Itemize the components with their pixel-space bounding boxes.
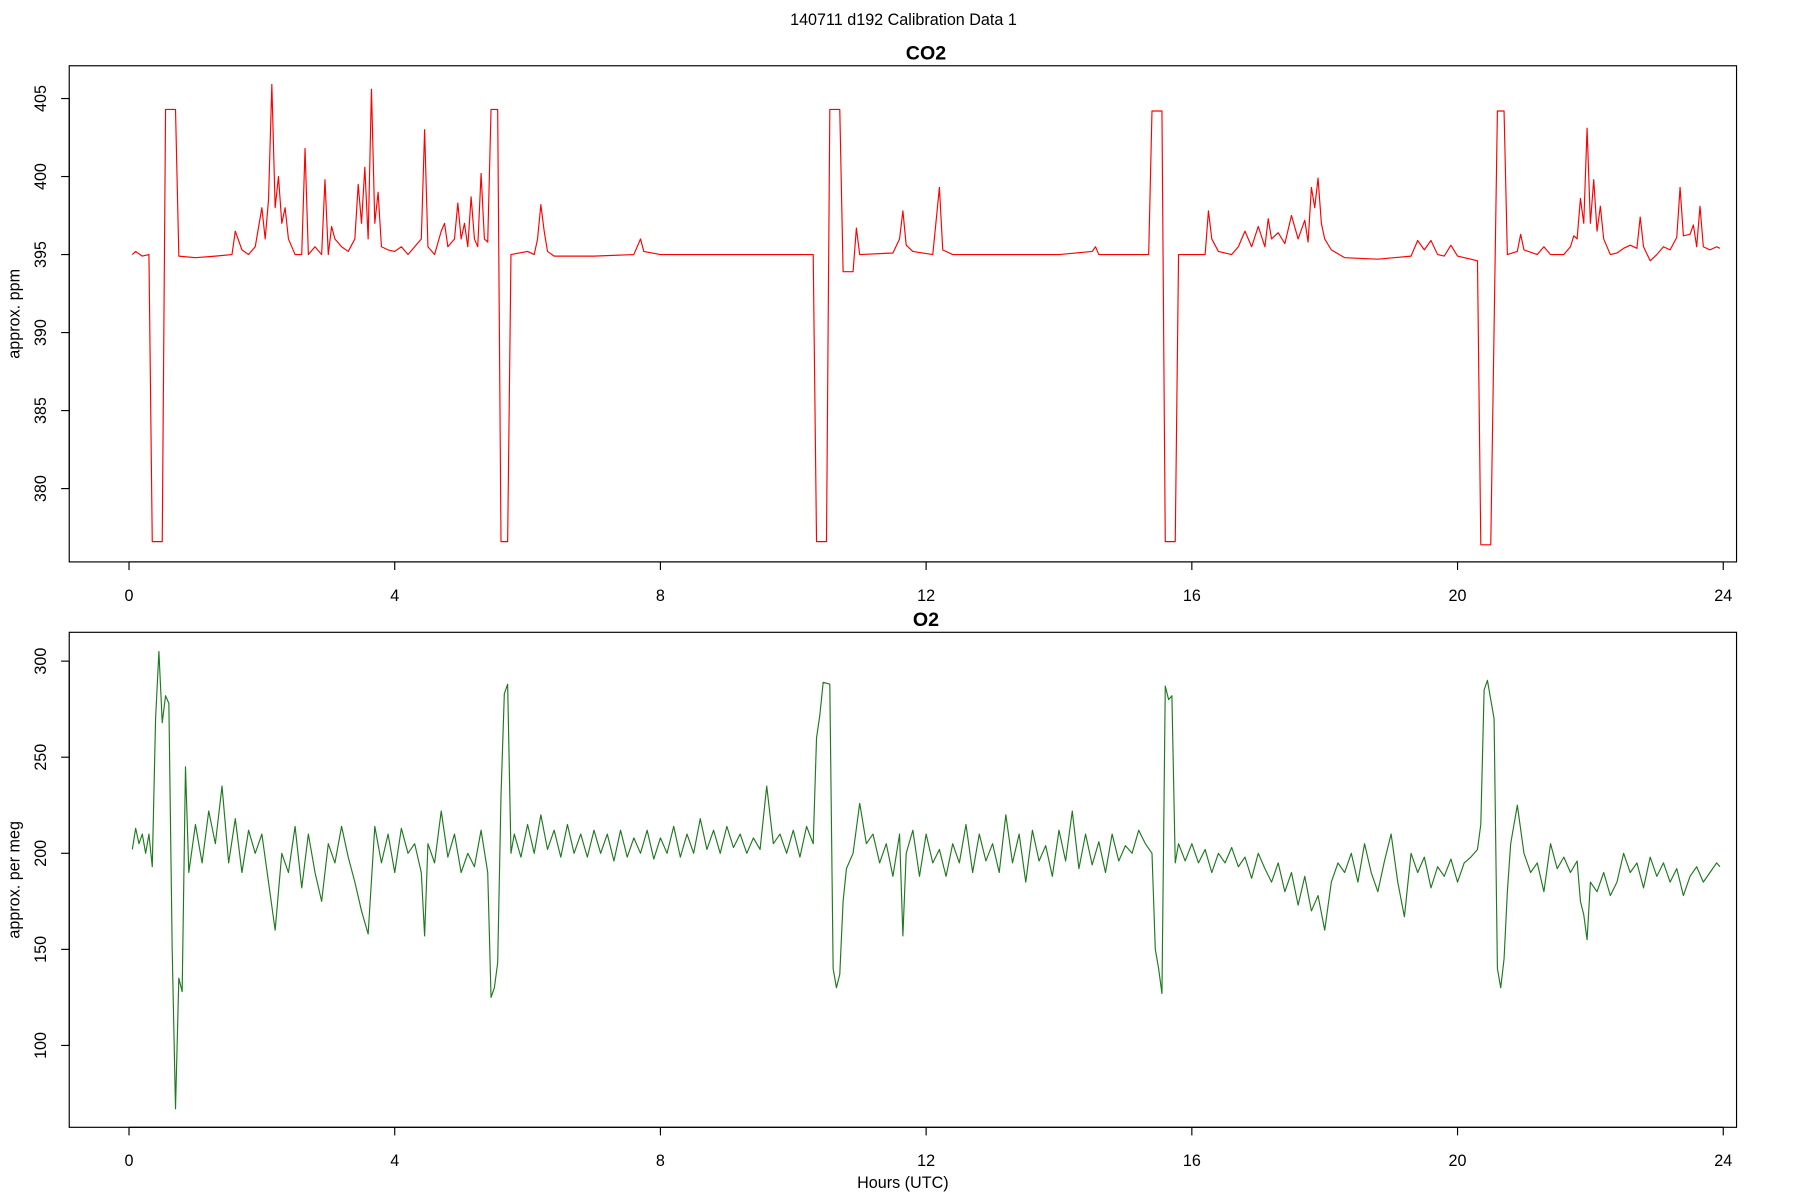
x-tick-label: 20 [1449,587,1467,605]
x-tick-label: 24 [1714,1152,1732,1170]
y-tick-label: 200 [32,840,50,867]
x-tick-label: 4 [390,587,399,605]
plot-frame [68,65,1738,563]
y-axis-label: approx. per meg [5,821,23,939]
y-tick-label: 385 [32,397,50,424]
x-tick-label: 16 [1183,587,1201,605]
y-tick-label: 300 [32,648,50,675]
x-tick-label: 12 [917,1152,935,1170]
x-axis-label: Hours (UTC) [857,1174,948,1192]
y-tick-label: 395 [32,241,50,268]
y-tick-label: 390 [32,319,50,346]
panel-title: CO2 [906,42,946,64]
y-tick-label: 405 [32,85,50,112]
y-tick-label: 100 [32,1032,50,1059]
y-tick-label: 400 [32,163,50,190]
data-line [131,83,1721,546]
y-tick-label: 380 [32,475,50,502]
x-tick-label: 8 [656,587,665,605]
x-tick-label: 16 [1183,1152,1201,1170]
y-tick-label: 150 [32,936,50,963]
plot-frame [68,631,1738,1128]
x-tick-label: 8 [656,1152,665,1170]
panel-title: O2 [913,609,939,631]
x-tick-label: 0 [125,1152,134,1170]
data-line [131,650,1721,1110]
x-tick-label: 12 [917,587,935,605]
y-axis-label: approx. ppm [5,269,23,359]
x-tick-label: 0 [125,587,134,605]
figure-title: 140711 d192 Calibration Data 1 [790,11,1017,29]
x-tick-label: 20 [1449,1152,1467,1170]
x-tick-label: 24 [1714,587,1732,605]
y-tick-label: 250 [32,744,50,771]
x-tick-label: 4 [390,1152,399,1170]
